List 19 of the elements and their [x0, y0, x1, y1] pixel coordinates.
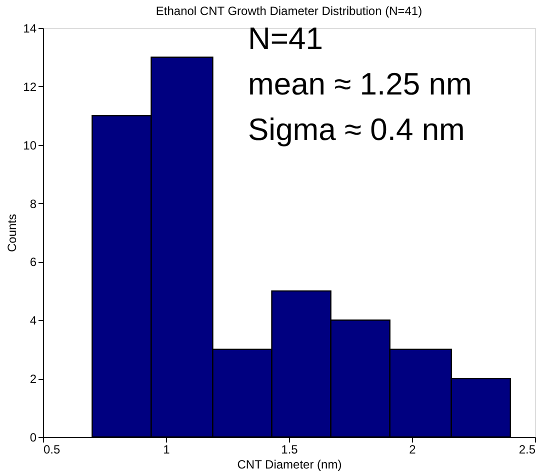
- annotation: Sigma ≈ 0.4 nm: [248, 112, 465, 147]
- y-tick-label: 4: [30, 314, 37, 328]
- y-tick-label: 12: [23, 80, 37, 94]
- y-tick-label: 8: [30, 196, 37, 211]
- chart-title: Ethanol CNT Growth Diameter Distribution (N=41): [156, 4, 422, 18]
- annotation: N=41: [248, 20, 323, 56]
- y-tick-label: 2: [30, 372, 37, 386]
- x-axis-title: CNT Diameter (nm): [237, 458, 342, 472]
- y-tick-label: 10: [23, 138, 37, 152]
- y-axis-title: Counts: [5, 214, 20, 252]
- x-tick-label: 0.5: [44, 442, 61, 456]
- y-tick-label: 0: [30, 430, 37, 444]
- x-tick-label: 1: [163, 442, 170, 456]
- x-tick-label: 1.5: [281, 442, 298, 456]
- annotation: mean ≈ 1.25 nm: [248, 66, 472, 102]
- y-tick-label: 14: [23, 22, 37, 36]
- x-tick-label: 2.5: [518, 442, 536, 456]
- y-tick-label: 6: [30, 255, 37, 270]
- x-tick-label: 2: [409, 442, 416, 456]
